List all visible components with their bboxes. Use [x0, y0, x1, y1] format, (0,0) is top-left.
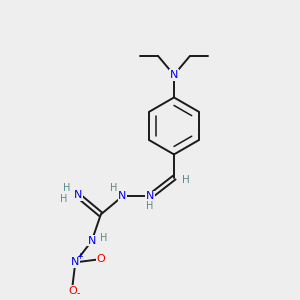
- Text: -: -: [76, 289, 80, 298]
- Text: H: H: [60, 194, 67, 204]
- Text: N: N: [146, 191, 154, 201]
- Text: H: H: [100, 233, 107, 243]
- Text: N: N: [88, 236, 96, 246]
- Text: N: N: [118, 191, 127, 201]
- Text: N: N: [71, 257, 80, 267]
- Text: H: H: [63, 183, 70, 193]
- Text: O: O: [68, 286, 77, 296]
- Text: N: N: [170, 70, 178, 80]
- Text: H: H: [146, 201, 154, 211]
- Text: O: O: [97, 254, 106, 264]
- Text: H: H: [110, 183, 118, 193]
- Text: N: N: [74, 190, 82, 200]
- Text: H: H: [182, 175, 189, 185]
- Text: +: +: [76, 253, 83, 262]
